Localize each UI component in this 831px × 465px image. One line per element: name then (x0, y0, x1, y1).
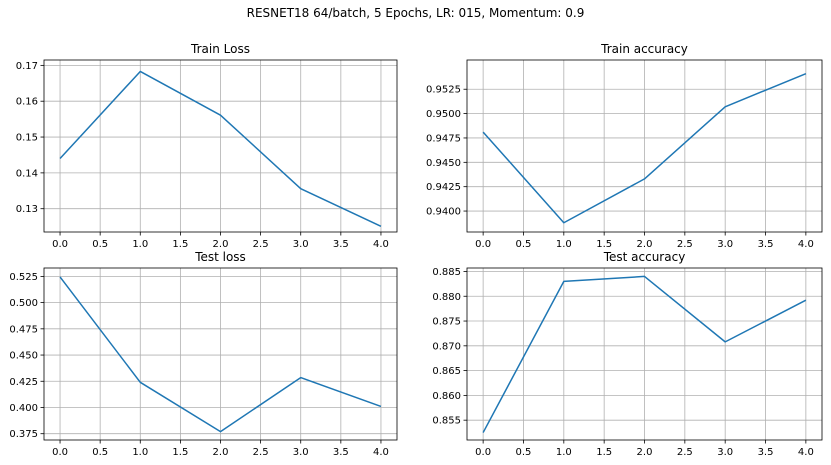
y-tick-label: 0.855 (432, 416, 461, 427)
x-tick-label: 2.0 (213, 447, 229, 458)
x-tick-label: 3.0 (293, 447, 309, 458)
y-tick-label: 0.13 (16, 204, 38, 215)
y-tick-label: 0.9450 (426, 158, 461, 169)
subplot-title: Train Loss (190, 42, 250, 56)
subplot-3: 0.0 0.5 1.0 1.5 2.0 2.5 3.0 3.5 4.0 0.375 0.400 0.4… (9, 250, 397, 458)
subplot-title: Train accuracy (600, 42, 688, 56)
y-tick-label: 0.9425 (426, 182, 461, 193)
subplot-4: 0.0 0.5 1.0 1.5 2.0 2.5 3.0 3.5 4.0 0.855 0.860 0.8… (432, 250, 822, 458)
y-tick-label: 0.375 (9, 429, 38, 440)
x-tick-label: 4.0 (798, 239, 814, 250)
x-tick-label: 2.5 (253, 447, 269, 458)
y-tick-label: 0.15 (16, 133, 38, 144)
x-tick-label: 3.5 (333, 447, 349, 458)
x-tick-label: 1.5 (596, 239, 612, 250)
x-tick-label: 1.5 (172, 447, 188, 458)
x-tick-label: 0.5 (516, 239, 532, 250)
y-tick-label: 0.525 (9, 272, 38, 283)
y-tick-label: 0.885 (432, 267, 461, 278)
y-tick-label: 0.860 (432, 391, 461, 402)
x-tick-label: 0.5 (92, 447, 108, 458)
y-tick-label: 0.425 (9, 377, 38, 388)
x-tick-label: 1.5 (596, 447, 612, 458)
x-tick-label: 3.0 (293, 239, 309, 250)
x-tick-label: 0.5 (516, 447, 532, 458)
x-tick-label: 1.0 (556, 239, 572, 250)
y-tick-label: 0.475 (9, 324, 38, 335)
x-tick-label: 2.0 (637, 239, 653, 250)
y-tick-label: 0.865 (432, 366, 461, 377)
x-tick-label: 0.5 (92, 239, 108, 250)
figure-suptitle: RESNET18 64/batch, 5 Epochs, LR: 015, Mo… (0, 6, 831, 20)
subplot-1: 0.0 0.5 1.0 1.5 2.0 2.5 3.0 3.5 4.0 0.13 0.14 0.15 0… (16, 42, 397, 250)
x-tick-label: 4.0 (798, 447, 814, 458)
x-tick-label: 0.0 (52, 447, 68, 458)
x-tick-label: 2.5 (677, 239, 693, 250)
x-tick-label: 2.0 (637, 447, 653, 458)
x-tick-label: 3.5 (758, 447, 774, 458)
y-tick-label: 0.14 (16, 168, 38, 179)
y-tick-label: 0.9400 (426, 207, 461, 218)
x-tick-label: 3.5 (758, 239, 774, 250)
subplot-title: Test accuracy (603, 250, 686, 264)
x-tick-label: 3.0 (717, 447, 733, 458)
y-tick-label: 0.500 (9, 298, 38, 309)
y-tick-label: 0.9525 (426, 85, 461, 96)
y-tick-label: 0.17 (16, 61, 38, 72)
x-tick-label: 1.5 (172, 239, 188, 250)
y-tick-label: 0.400 (9, 403, 38, 414)
x-tick-label: 0.0 (52, 239, 68, 250)
y-tick-label: 0.875 (432, 317, 461, 328)
x-tick-label: 1.0 (132, 239, 148, 250)
x-tick-label: 2.5 (677, 447, 693, 458)
x-tick-label: 2.0 (213, 239, 229, 250)
y-tick-label: 0.16 (16, 97, 38, 108)
x-tick-label: 3.5 (333, 239, 349, 250)
x-tick-label: 0.0 (475, 239, 491, 250)
y-tick-label: 0.880 (432, 292, 461, 303)
y-tick-label: 0.9475 (426, 133, 461, 144)
y-tick-label: 0.870 (432, 341, 461, 352)
subplot-2: 0.0 0.5 1.0 1.5 2.0 2.5 3.0 3.5 4.0 0.9400 0.9425 0… (426, 42, 822, 250)
y-tick-label: 0.9500 (426, 109, 461, 120)
subplot-title: Test loss (194, 250, 246, 264)
x-tick-label: 0.0 (475, 447, 491, 458)
x-tick-label: 4.0 (373, 239, 389, 250)
x-tick-label: 4.0 (373, 447, 389, 458)
x-tick-label: 1.0 (132, 447, 148, 458)
y-tick-label: 0.450 (9, 351, 38, 362)
x-tick-label: 3.0 (717, 239, 733, 250)
x-tick-label: 1.0 (556, 447, 572, 458)
x-tick-label: 2.5 (253, 239, 269, 250)
